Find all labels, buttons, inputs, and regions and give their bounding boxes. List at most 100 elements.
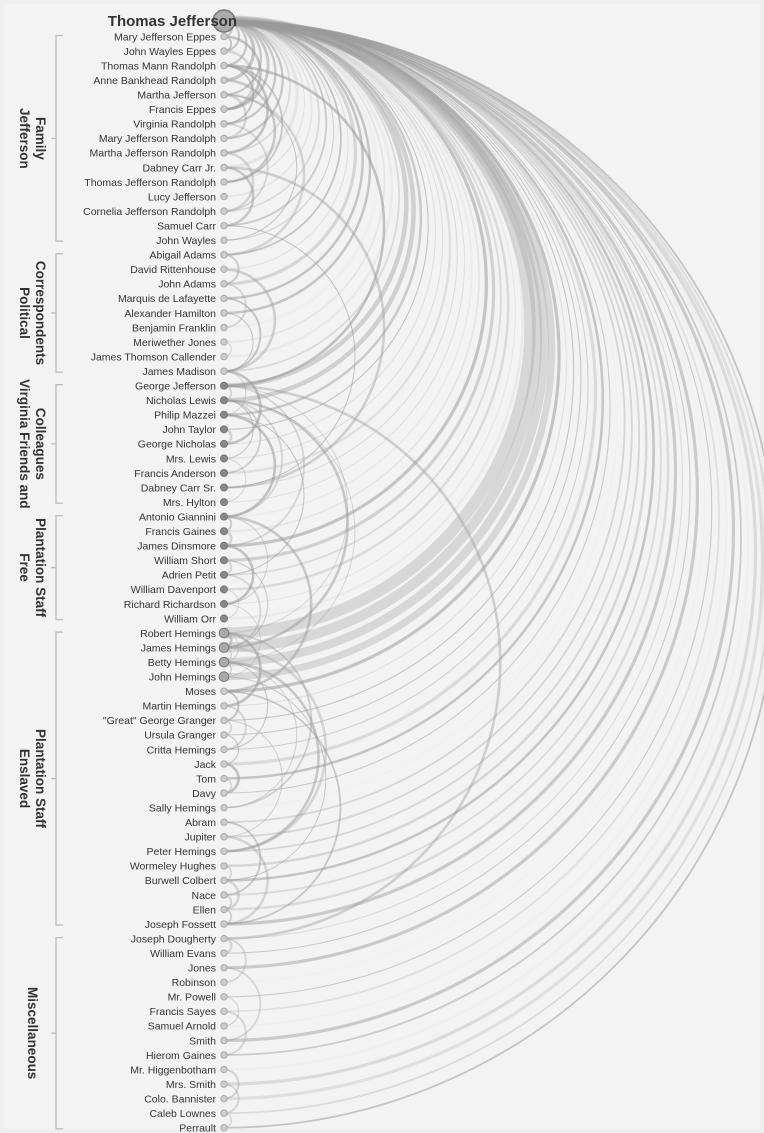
node-thomas-mann-randolph[interactable] <box>220 61 228 70</box>
node-cornelia-jefferson-randolph[interactable] <box>220 207 228 215</box>
node-francis-anderson[interactable] <box>220 469 228 477</box>
root-arc-perrault <box>223 20 764 1129</box>
node-john-adams[interactable] <box>220 280 228 288</box>
node-samuel-carr[interactable] <box>220 221 228 230</box>
node-john-wayles[interactable] <box>220 236 228 244</box>
root-node-group: Thomas Jefferson <box>108 9 237 33</box>
node-davy[interactable] <box>220 789 228 797</box>
node-peter-hemings[interactable] <box>220 847 228 855</box>
node-james-dinsmore[interactable] <box>220 541 228 550</box>
node-mrs-smith[interactable] <box>220 1080 228 1088</box>
node-antonio-giannini[interactable] <box>220 512 228 521</box>
node-james-madison[interactable] <box>220 367 228 375</box>
link-arc-28 <box>223 399 254 459</box>
node-joseph-fossett[interactable] <box>220 920 228 928</box>
link-arc-9 <box>223 122 269 212</box>
node-thomas-jefferson-randolph[interactable] <box>220 178 228 186</box>
node-martha-jefferson-randolph[interactable] <box>220 149 228 157</box>
group-label-line: Family <box>33 117 48 160</box>
node-joseph-dougherty[interactable] <box>220 934 228 943</box>
root-arc-philip-mazzei <box>223 19 423 417</box>
node-burwell-colbert[interactable] <box>220 876 228 885</box>
node-label-davy: Davy <box>192 788 217 800</box>
node-francis-eppes[interactable] <box>220 105 228 113</box>
node-mary-jefferson-eppes[interactable] <box>220 32 228 41</box>
node-mr-powell[interactable] <box>220 993 228 1001</box>
node-john-taylor[interactable] <box>220 425 228 434</box>
node-ellen[interactable] <box>220 905 228 914</box>
node-james-hemings[interactable] <box>218 642 230 653</box>
node-label-smith: Smith <box>189 1035 216 1047</box>
link-arc-34 <box>223 414 305 576</box>
node-dabney-carr-jr[interactable] <box>220 163 228 172</box>
node-anne-bankhead-randolph[interactable] <box>220 76 228 84</box>
node-nace[interactable] <box>220 891 228 899</box>
node-mrs-lewis[interactable] <box>220 454 228 463</box>
node-francis-sayes[interactable] <box>220 1007 228 1016</box>
node-label-mr-higgenbotham: Mr. Higgenbotham <box>130 1064 216 1076</box>
node-lucy-jefferson[interactable] <box>220 192 228 201</box>
node-wormeley-hughes[interactable] <box>220 862 228 870</box>
node-martha-jefferson[interactable] <box>220 91 228 99</box>
link-arc-18 <box>223 297 262 373</box>
node-ursula-granger[interactable] <box>220 731 228 739</box>
node-robinson[interactable] <box>220 978 228 986</box>
node-benjamin-franklin[interactable] <box>220 323 228 332</box>
node-abram[interactable] <box>220 818 228 826</box>
node-label-philip-mazzei: Philip Mazzei <box>154 410 216 422</box>
node-sally-hemings[interactable] <box>220 803 228 812</box>
node-mary-jefferson-randolph[interactable] <box>220 134 228 143</box>
node-james-thomson-callender[interactable] <box>220 352 228 361</box>
root-arc-james-thomson-callender <box>223 19 393 358</box>
node-george-jefferson[interactable] <box>220 381 228 390</box>
node-meriwether-jones[interactable] <box>220 338 228 346</box>
node-john-wayles-eppes[interactable] <box>220 47 228 55</box>
node-martin-hemings[interactable] <box>220 702 228 710</box>
node-william-davenport[interactable] <box>220 585 228 594</box>
node-alexander-hamilton[interactable] <box>220 309 228 317</box>
node-jack[interactable] <box>220 760 228 768</box>
group-label-line: Political <box>17 287 32 339</box>
node-william-evans[interactable] <box>220 949 228 957</box>
node-robert-hemings[interactable] <box>218 627 230 639</box>
node-george-nicholas[interactable] <box>220 439 228 448</box>
node-john-hemings[interactable] <box>218 671 230 683</box>
node-moses[interactable] <box>220 687 228 695</box>
link-arc-64 <box>223 762 240 795</box>
node-david-rittenhouse[interactable] <box>220 265 228 273</box>
root-arc-lucy-jefferson <box>223 20 313 198</box>
node-dabney-carr-sr[interactable] <box>220 483 228 492</box>
node-philip-mazzei[interactable] <box>220 410 228 419</box>
node-mrs-hylton[interactable] <box>220 498 228 507</box>
node-abigail-adams[interactable] <box>220 251 228 259</box>
node-marquis-de-lafayette[interactable] <box>220 294 228 303</box>
node-critta-hemings[interactable] <box>220 745 228 754</box>
root-arc-samuel-arnold <box>223 20 728 1027</box>
node-betty-hemings[interactable] <box>218 656 230 668</box>
node-mr-higgenbotham[interactable] <box>220 1065 228 1074</box>
node-nicholas-lewis[interactable] <box>220 396 228 405</box>
node-william-orr[interactable] <box>220 614 228 623</box>
node-francis-gaines[interactable] <box>220 527 228 536</box>
node-smith[interactable] <box>220 1036 228 1045</box>
node-colo-bannister[interactable] <box>220 1094 228 1103</box>
node-richard-richardson[interactable] <box>220 599 228 608</box>
root-arc-wormeley-hughes <box>223 19 648 868</box>
link-arc-44 <box>223 573 262 649</box>
node-great-george-granger[interactable] <box>220 716 228 725</box>
node-adrien-petit[interactable] <box>220 570 228 579</box>
node-label-meriwether-jones: Meriwether Jones <box>133 337 216 349</box>
node-label-adrien-petit: Adrien Petit <box>162 570 216 582</box>
node-tom[interactable] <box>220 774 228 783</box>
node-caleb-lownes[interactable] <box>220 1109 228 1117</box>
node-jones[interactable] <box>220 964 228 972</box>
node-hierom-gaines[interactable] <box>220 1051 228 1059</box>
node-virginia-randolph[interactable] <box>220 120 228 128</box>
root-node[interactable] <box>212 9 236 33</box>
node-william-short[interactable] <box>220 556 228 565</box>
node-samuel-arnold[interactable] <box>220 1022 228 1030</box>
node-jupiter[interactable] <box>220 833 228 841</box>
node-perrault[interactable] <box>220 1124 228 1132</box>
node-label-virginia-randolph: Virginia Randolph <box>133 119 216 131</box>
group-label-line: Free <box>17 553 32 582</box>
